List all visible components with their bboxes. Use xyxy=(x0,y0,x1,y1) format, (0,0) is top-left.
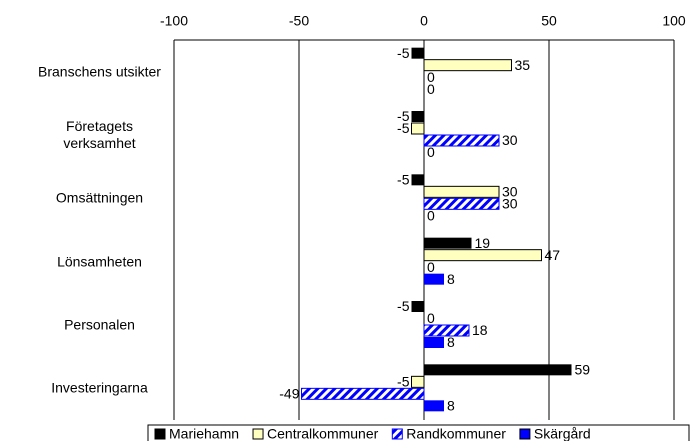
x-tick-label: 50 xyxy=(541,13,557,29)
value-label: 19 xyxy=(475,235,491,251)
bar xyxy=(423,197,500,210)
bar xyxy=(411,47,424,59)
bar xyxy=(424,237,472,249)
value-label: 18 xyxy=(472,322,488,338)
value-label: 30 xyxy=(502,132,518,148)
value-label: -5 xyxy=(397,374,410,390)
legend-label: Skärgård xyxy=(534,426,591,441)
bar xyxy=(411,375,425,388)
value-label: 0 xyxy=(427,81,435,97)
bar xyxy=(411,122,425,135)
bar xyxy=(423,59,512,72)
category-label: Lönsamheten xyxy=(57,253,142,270)
value-label: 0 xyxy=(427,310,435,326)
value-label: 0 xyxy=(427,259,435,275)
value-label: 35 xyxy=(515,57,531,73)
value-label: 0 xyxy=(427,69,435,85)
value-label: -5 xyxy=(397,120,410,136)
bar xyxy=(424,273,444,285)
value-label: -49 xyxy=(279,386,299,402)
x-tick-label: -100 xyxy=(160,13,188,29)
bar xyxy=(424,400,444,412)
bar xyxy=(411,111,424,122)
legend-box xyxy=(147,424,690,441)
value-label: 47 xyxy=(545,247,561,263)
bar xyxy=(424,337,444,348)
bar xyxy=(411,174,424,186)
bar xyxy=(301,387,425,400)
x-tick-label: 100 xyxy=(662,13,686,29)
value-label: -5 xyxy=(397,172,410,188)
value-label: 59 xyxy=(575,362,591,378)
value-label: 30 xyxy=(502,184,518,200)
x-tick-label: 0 xyxy=(420,13,428,29)
legend-swatch xyxy=(519,428,531,440)
legend-label: Centralkommuner xyxy=(267,426,379,441)
legend-label: Mariehamn xyxy=(169,426,239,441)
value-label: 8 xyxy=(447,334,455,350)
value-label: -5 xyxy=(397,298,410,314)
category-label: Omsättningen xyxy=(55,189,144,206)
bar xyxy=(423,249,542,262)
legend-label: Randkommuner xyxy=(406,426,506,441)
legend-swatch xyxy=(252,428,264,440)
bar xyxy=(423,134,500,147)
bar xyxy=(411,301,424,312)
category-label: Investeringarna xyxy=(51,379,148,396)
x-tick-label: -50 xyxy=(289,13,309,29)
category-label: Företagets verksamhet xyxy=(63,118,136,151)
value-label: 8 xyxy=(447,398,455,414)
value-label: 0 xyxy=(427,208,435,224)
bar xyxy=(423,324,470,337)
legend-swatch xyxy=(154,428,166,440)
bar xyxy=(423,185,500,198)
bar xyxy=(424,364,572,376)
value-label: 0 xyxy=(427,144,435,160)
legend-swatch xyxy=(391,428,403,440)
value-label: -5 xyxy=(397,108,410,124)
value-label: 8 xyxy=(447,271,455,287)
value-label: 30 xyxy=(502,196,518,212)
value-label: -5 xyxy=(397,45,410,61)
category-label: Branschens utsikter xyxy=(38,63,161,80)
category-label: Personalen xyxy=(64,316,135,333)
